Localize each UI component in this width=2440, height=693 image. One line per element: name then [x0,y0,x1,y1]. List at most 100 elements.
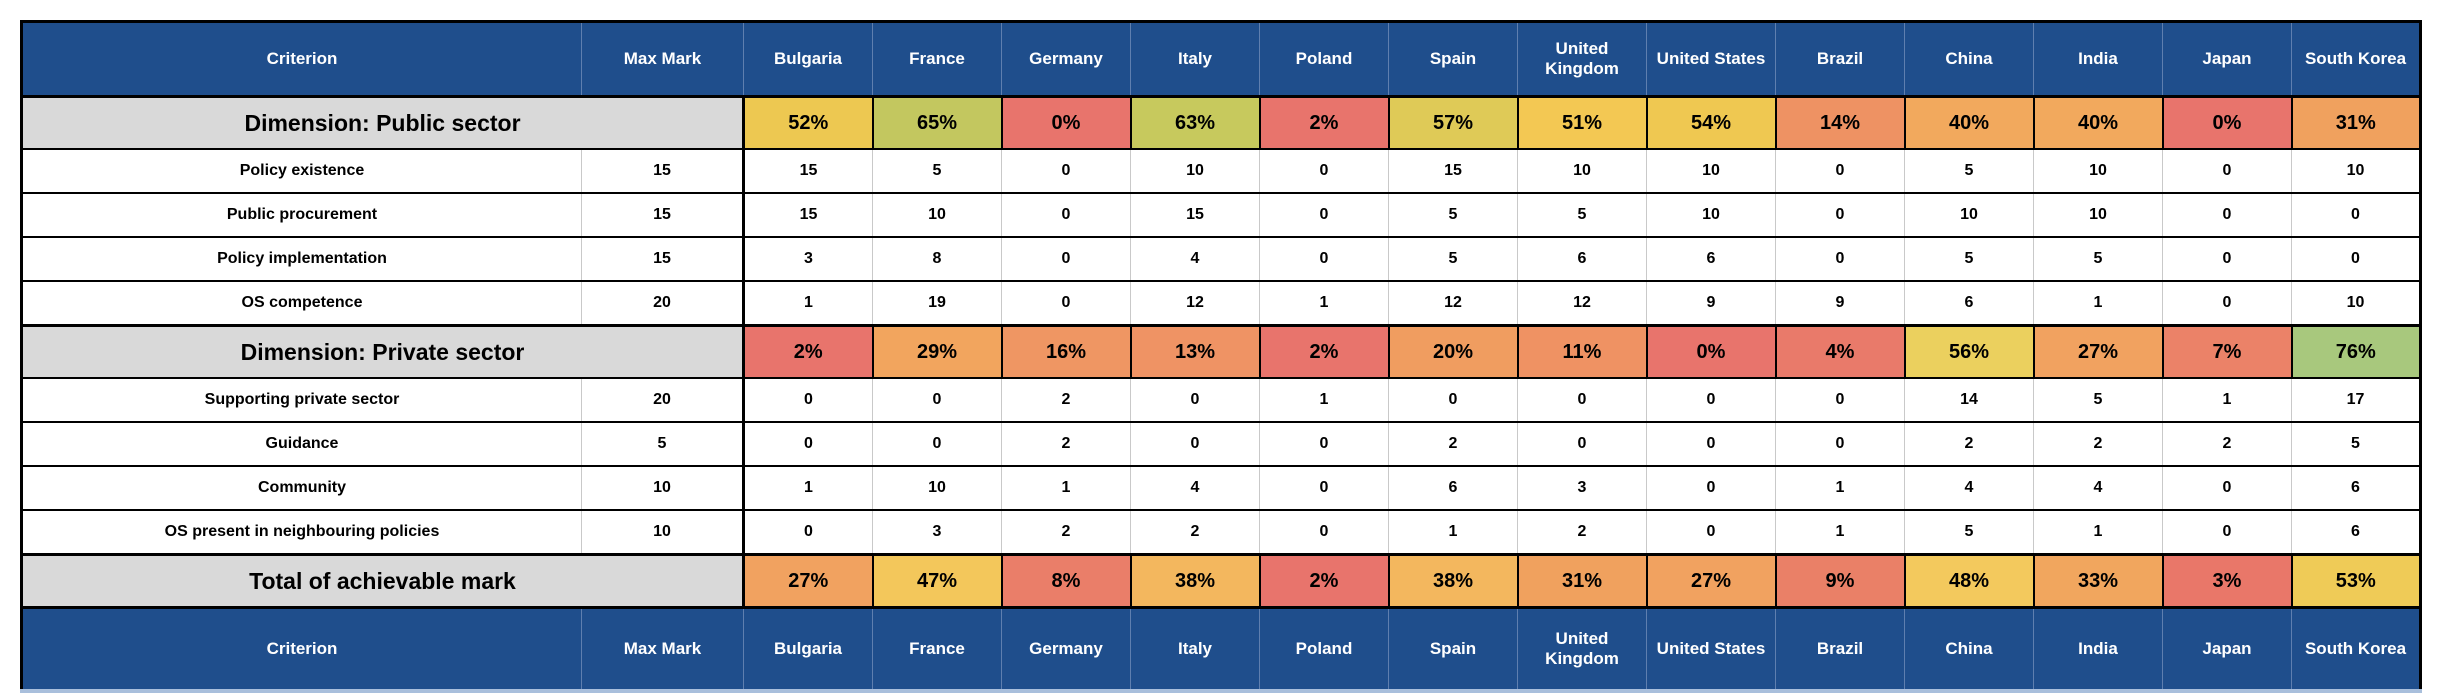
total-percentage: 27% [742,553,873,609]
footer-max-mark: Max Mark [581,606,744,693]
criterion-label: Community [21,465,582,510]
score-value: 0 [1646,509,1776,555]
score-value: 6 [1388,465,1518,510]
total-percentage: 8% [1000,553,1131,609]
score-value: 2 [1904,421,2034,466]
criterion-label: Policy existence [21,148,582,193]
header-country: Brazil [1775,21,1905,98]
score-value: 3 [872,509,1002,555]
dimension-public-percentage: 51% [1516,95,1647,150]
total-percentage: 53% [2290,553,2421,609]
dimension-public-percentage: 31% [2290,95,2421,150]
header-row: Criterion Max Mark Bulgaria France Germany It… [21,21,2421,98]
footer-country: China [1904,606,2034,693]
footer-country: United States [1646,606,1776,693]
score-value: 0 [743,509,873,555]
dimension-public-percentage: 14% [1774,95,1905,150]
score-value: 2 [1517,509,1647,555]
score-value: 0 [1775,421,1905,466]
score-value: 6 [1904,280,2034,326]
header-country: Bulgaria [743,21,873,98]
score-value: 0 [1646,465,1776,510]
dimension-private-percentage: 27% [2032,324,2163,379]
footer-criterion: Criterion [21,606,582,693]
score-value: 17 [2291,377,2421,422]
max-mark-value: 20 [581,377,745,422]
footer-country: United Kingdom [1517,606,1647,693]
dimension-private-percentage: 29% [871,324,1002,379]
dimension-private-percentage: 2% [1258,324,1389,379]
criterion-row: Public procurement 15 15 10 0 15 0 5 5 10 0 10 10 0 0 [21,192,2421,237]
score-value: 10 [1130,148,1260,193]
score-value: 0 [1259,236,1389,281]
total-percentage: 33% [2032,553,2163,609]
score-value: 0 [2162,148,2292,193]
score-value: 5 [1904,148,2034,193]
dimension-private-label: Dimension: Private sector [21,324,745,379]
criterion-row: Supporting private sector 20 0 0 2 0 1 0 0 0 0 14 5 1… [21,377,2421,422]
score-value: 10 [2291,148,2421,193]
total-percentage: 31% [1516,553,1647,609]
header-country: United States [1646,21,1776,98]
score-value: 6 [2291,465,2421,510]
score-value: 0 [2162,236,2292,281]
score-value: 0 [743,421,873,466]
dimension-public-percentage: 65% [871,95,1002,150]
footer-country: Spain [1388,606,1518,693]
dimension-public-percentage: 54% [1645,95,1776,150]
score-value: 3 [743,236,873,281]
score-value: 9 [1646,280,1776,326]
dimension-public-row: Dimension: Public sector 52% 65% 0% 63% 2% 57%… [21,95,2421,150]
score-value: 10 [1904,192,2034,237]
score-value: 0 [1259,148,1389,193]
score-value: 1 [743,280,873,326]
dimension-private-percentage: 0% [1645,324,1776,379]
page: Criterion Max Mark Bulgaria France Germany It… [20,20,2422,693]
footer-header-row: Criterion Max Mark Bulgaria France Germany It… [21,606,2421,693]
max-mark-value: 10 [581,509,745,555]
criterion-label: OS competence [21,280,582,326]
header-country: Poland [1259,21,1389,98]
total-percentage: 48% [1903,553,2034,609]
dimension-private-percentage: 13% [1129,324,1260,379]
footer-country: Brazil [1775,606,1905,693]
score-value: 4 [2033,465,2163,510]
score-value: 5 [1904,236,2034,281]
score-value: 2 [1388,421,1518,466]
dimension-private-percentage: 11% [1516,324,1647,379]
score-value: 0 [1259,465,1389,510]
score-value: 0 [1775,148,1905,193]
dimension-public-percentage: 52% [742,95,873,150]
footer-country: Italy [1130,606,1260,693]
score-value: 0 [1646,377,1776,422]
header-country: France [872,21,1002,98]
score-value: 1 [1388,509,1518,555]
os-policy-score-table: Criterion Max Mark Bulgaria France Germany It… [20,20,2422,693]
score-value: 0 [1001,148,1131,193]
criterion-label: Supporting private sector [21,377,582,422]
score-value: 2 [1001,421,1131,466]
score-value: 1 [2033,509,2163,555]
score-value: 5 [872,148,1002,193]
score-value: 12 [1517,280,1647,326]
score-value: 4 [1130,236,1260,281]
header-max-mark: Max Mark [581,21,744,98]
score-value: 0 [1775,236,1905,281]
header-country: Germany [1001,21,1131,98]
score-value: 19 [872,280,1002,326]
footer-country: Japan [2162,606,2292,693]
score-value: 1 [1259,280,1389,326]
total-percentage: 9% [1774,553,1905,609]
total-percentage: 2% [1258,553,1389,609]
score-value: 10 [2033,192,2163,237]
dimension-public-percentage: 0% [2161,95,2292,150]
score-value: 9 [1775,280,1905,326]
dimension-public-percentage: 40% [2032,95,2163,150]
score-value: 0 [1259,509,1389,555]
score-value: 0 [1259,192,1389,237]
score-value: 0 [1130,377,1260,422]
footer-country: India [2033,606,2163,693]
score-value: 0 [1517,377,1647,422]
score-value: 0 [872,421,1002,466]
score-value: 2 [1001,377,1131,422]
